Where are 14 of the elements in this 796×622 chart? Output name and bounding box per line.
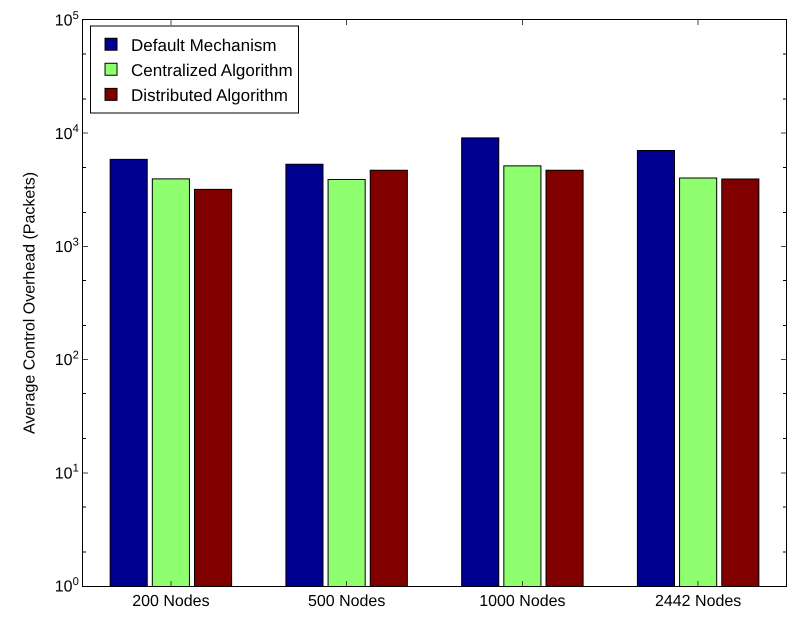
legend-label: Default Mechanism <box>131 36 277 55</box>
legend-label: Distributed Algorithm <box>131 86 288 106</box>
y-tick-label: 10$^{4}$ <box>54 123 79 143</box>
y-axis-title: Average Control Overhead (Packets) <box>22 172 39 434</box>
x-tick-label: 1000 Nodes <box>479 593 566 610</box>
y-tick-label: 10$^{1}$ <box>54 462 79 482</box>
y-tick-label: 10$^{3}$ <box>54 236 79 256</box>
x-tick-label: 500 Nodes <box>308 593 386 610</box>
y-tick-label: 10$^{2}$ <box>54 349 79 370</box>
y-tick-label: 10$^{0}$ <box>54 576 79 596</box>
x-tick-label: 2442 Nodes <box>654 593 742 610</box>
y-tick-label: 10$^{5}$ <box>54 10 79 30</box>
legend-label: Centralized Algorithm <box>131 60 293 80</box>
x-tick-label: 200 Nodes <box>132 593 210 610</box>
